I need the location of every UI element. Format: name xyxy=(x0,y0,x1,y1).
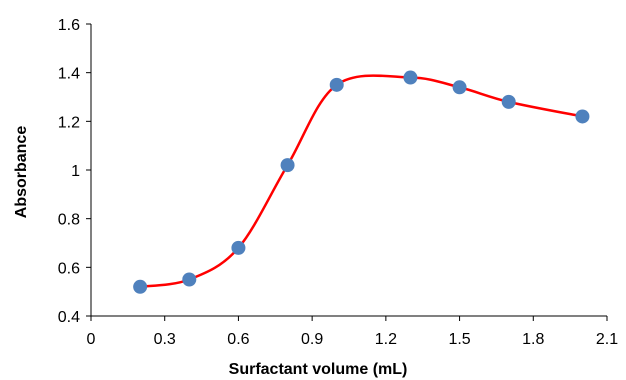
y-axis-title: Absorbance xyxy=(13,126,30,219)
data-point xyxy=(403,70,418,85)
series-curve xyxy=(139,74,583,289)
y-tick-label: 1 xyxy=(71,163,80,180)
y-tick-label: 0.6 xyxy=(58,260,80,277)
x-tick-label: 0.3 xyxy=(154,331,176,348)
y-tick-label: 1.6 xyxy=(58,17,80,34)
x-tick-label: 1.2 xyxy=(375,331,397,348)
y-tick-label: 0.8 xyxy=(58,212,80,229)
y-tick-label: 1.2 xyxy=(58,114,80,131)
y-tick-label: 0.4 xyxy=(58,309,80,326)
data-point xyxy=(452,80,467,95)
data-point xyxy=(182,272,197,287)
x-tick-label: 2.1 xyxy=(596,331,618,348)
y-ticks: 0.4 0.6 0.8 1 1.2 1.4 1.6 xyxy=(58,17,91,326)
plot-area: 0.4 0.6 0.8 1 1.2 1.4 1.6 0 0.3 0.6 0.9 1.2 1.5 1.8 2… xyxy=(58,17,618,348)
x-tick-label: 0 xyxy=(87,331,96,348)
data-point xyxy=(133,279,148,294)
data-point xyxy=(231,240,246,255)
x-tick-label: 1.8 xyxy=(522,331,544,348)
y-tick-label: 1.4 xyxy=(58,66,80,83)
x-tick-label: 0.9 xyxy=(301,331,323,348)
x-axis-title: Surfactant volume (mL) xyxy=(229,361,408,378)
data-point xyxy=(329,77,344,92)
x-ticks: 0 0.3 0.6 0.9 1.2 1.5 1.8 2.1 xyxy=(87,316,618,348)
data-points xyxy=(133,70,590,294)
data-point xyxy=(280,158,295,173)
data-point xyxy=(501,94,516,109)
x-tick-label: 1.5 xyxy=(448,331,470,348)
data-point xyxy=(575,109,590,124)
x-tick-label: 0.6 xyxy=(227,331,249,348)
